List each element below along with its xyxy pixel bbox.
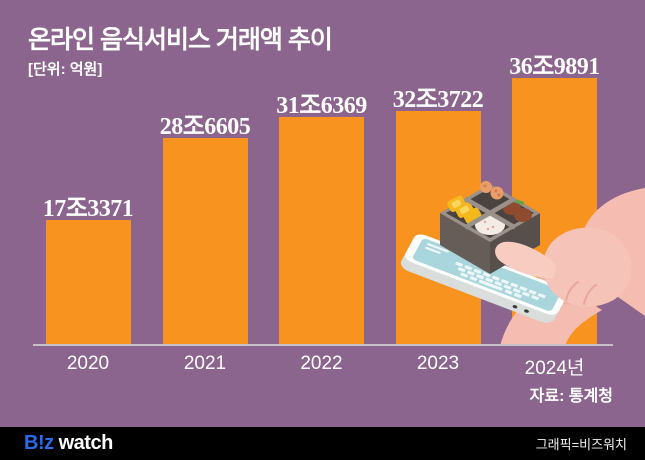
bento-box-icon [440,181,540,274]
x-axis-label-2021: 2021 [183,353,227,374]
phone-port-icon [524,309,529,313]
bizwatch-logo: B!z watch [24,432,113,455]
x-axis-label-2020: 2020 [66,353,110,374]
hand-icon [542,227,632,307]
chart-title: 온라인 음식서비스 거래액 추이 [28,26,333,54]
keyboard-icon [455,261,546,301]
bar-2020 [45,220,131,345]
thumb-icon [495,241,556,279]
smartphone-icon [400,234,568,323]
x-axis-line [33,344,613,346]
source-label: 자료: 통계청 [529,388,613,405]
food-delivery-illustration [400,181,645,346]
bar-value-label-2020: 17조3371 [42,196,134,222]
logo-biz: B!z [24,432,54,454]
shrimp-icon [480,181,504,200]
rice-icon [475,215,505,235]
bar-2021 [162,138,248,345]
footer-bar: B!z watch 그래픽=비즈워치 [0,427,645,460]
bar-value-label-2023: 32조3722 [392,87,484,113]
x-axis-label-2022: 2022 [300,353,343,374]
credit-label: 그래픽=비즈워치 [535,437,627,452]
logo-watch: watch [58,432,114,454]
bar-2022 [279,117,364,345]
phone-port-icon [512,305,518,309]
x-axis-label-2023: 2023 [416,353,460,374]
unit-label: [단위: 억원] [28,61,103,78]
bar-value-label-2022: 31조6369 [276,93,367,119]
bar-value-label-2021: 28조6605 [159,114,251,140]
x-axis-label-2024년: 2024년 [524,358,585,379]
bar-value-label-2024년: 36조9891 [509,54,600,80]
finger-lines [565,281,597,305]
